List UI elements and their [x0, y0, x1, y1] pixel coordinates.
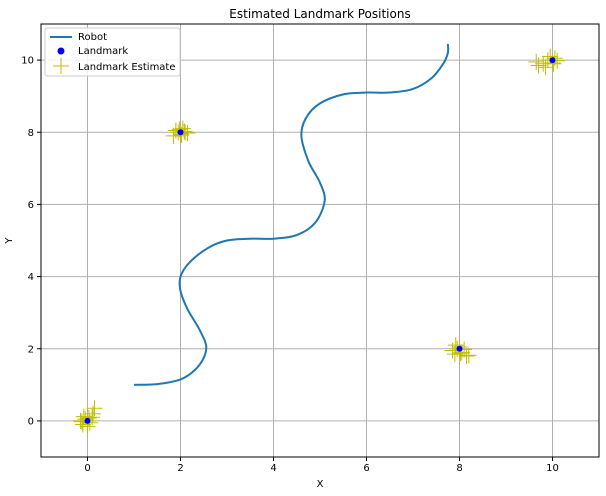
legend-estimate-swatch: [53, 58, 69, 74]
x-tick-label: 10: [546, 463, 559, 474]
robot-path-line: [133, 43, 450, 386]
legend-landmark-swatch: [57, 47, 65, 55]
y-tick-label: 8: [28, 128, 34, 139]
legend-box: [44, 27, 181, 77]
y-tick-label: 4: [28, 272, 34, 283]
legend-landmark-label: Landmark: [78, 46, 128, 57]
landmark-point: [177, 129, 184, 136]
axis-ticks: 0 2 4 6 8 10 0 2 4 6 8 10: [21, 56, 559, 474]
y-tick-label: 6: [28, 200, 34, 211]
x-tick-label: 6: [363, 463, 369, 474]
legend: Robot Landmark Landmark Estimate: [44, 27, 181, 77]
landmark-point: [84, 417, 91, 424]
landmark-estimate-marker: [86, 400, 103, 417]
landmark-estimate-marker: [458, 347, 475, 364]
grid-lines: [41, 24, 599, 457]
x-axis-label: X: [317, 479, 324, 490]
legend-robot-label: Robot: [78, 32, 107, 43]
landmark-point: [549, 57, 556, 64]
landmark-estimate-marker: [537, 59, 554, 76]
landmark-estimate-marker: [542, 48, 559, 65]
x-tick-label: 2: [177, 463, 183, 474]
chart-title: Estimated Landmark Positions: [229, 7, 410, 21]
landmark-estimate-marker: [84, 409, 101, 426]
y-tick-label: 10: [21, 56, 34, 67]
y-tick-label: 0: [28, 416, 34, 427]
axes-frame: [40, 23, 600, 458]
landmark-estimate-marker: [530, 57, 547, 74]
landmark-estimate-marker: [528, 53, 545, 70]
y-axis-label: Y: [4, 237, 15, 245]
y-tick-label: 2: [28, 344, 34, 355]
legend-estimate-label: Landmark Estimate: [78, 62, 176, 73]
landmark-estimate-marker: [460, 347, 477, 364]
landmark-point: [456, 345, 463, 352]
plot-area: [72, 43, 566, 435]
landmark-estimate-marker: [447, 337, 464, 354]
x-tick-label: 8: [456, 463, 462, 474]
x-tick-label: 4: [270, 463, 276, 474]
x-tick-label: 0: [84, 463, 90, 474]
